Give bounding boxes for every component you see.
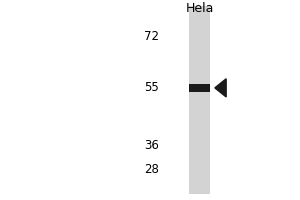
Text: 55: 55 (144, 81, 159, 94)
Text: 36: 36 (144, 139, 159, 152)
Polygon shape (215, 79, 226, 97)
Text: 28: 28 (144, 163, 159, 176)
Text: 72: 72 (144, 30, 159, 43)
Text: Hela: Hela (185, 2, 214, 15)
Bar (189, 6, 210, 194)
Bar (189, 84, 210, 92)
